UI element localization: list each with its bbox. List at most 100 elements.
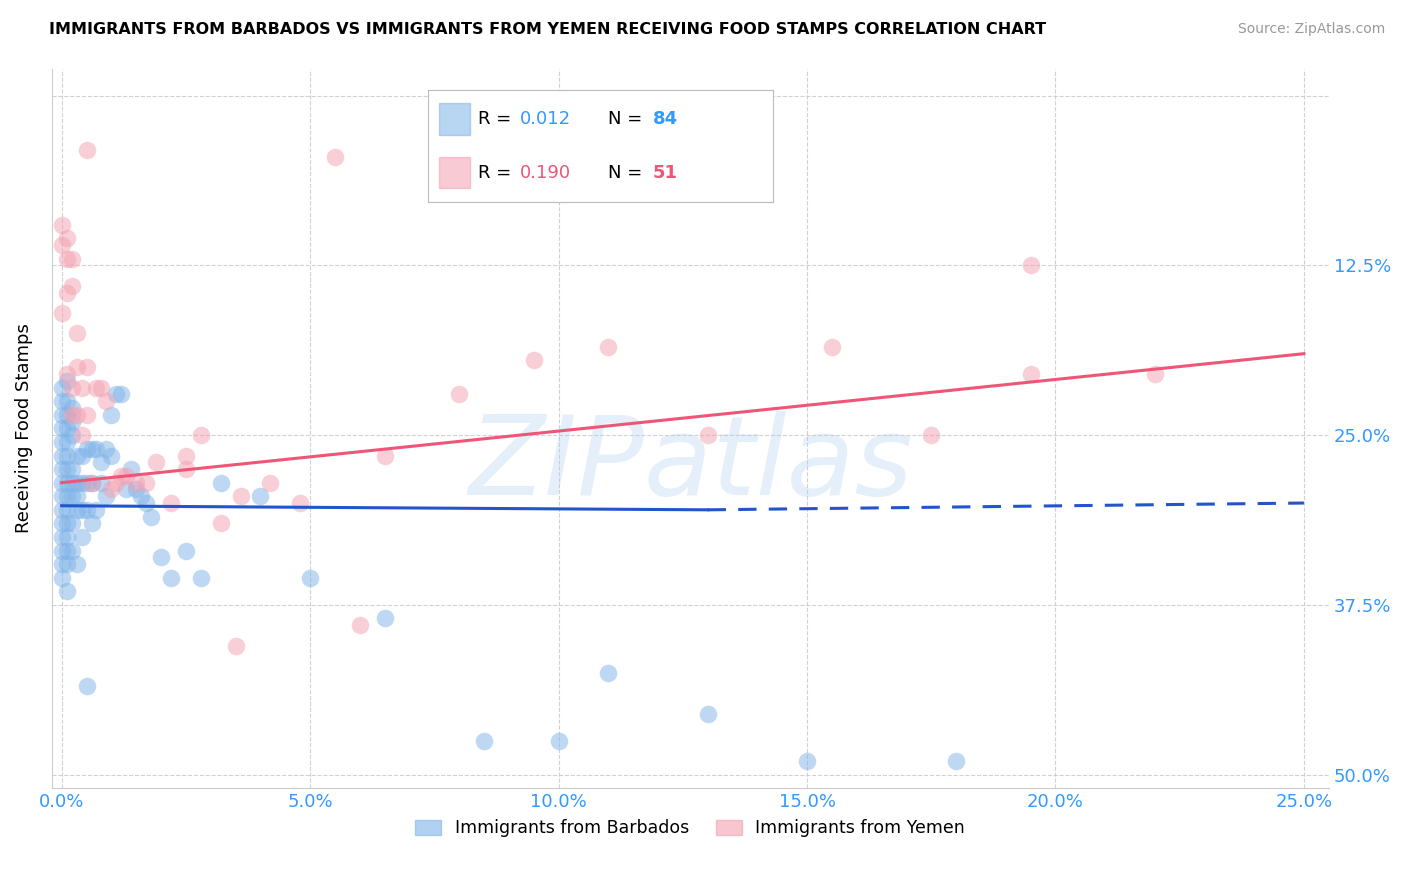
Point (90, 455, 112, 469)
Point (229, 489, 252, 503)
Point (51, 449, 73, 463)
Point (76, 143, 98, 157)
Point (55, 285, 77, 300)
Point (55, 462, 77, 476)
Point (60, 489, 83, 503)
Point (70, 503, 93, 517)
Point (76, 408, 98, 422)
Point (125, 475, 148, 490)
Point (65, 326, 87, 341)
Point (60, 543, 83, 558)
Point (65, 489, 87, 503)
Point (1019, 259, 1042, 273)
Point (80, 516, 103, 531)
Point (139, 509, 162, 524)
Point (472, 733, 495, 747)
Point (374, 611, 396, 625)
Point (1143, 367, 1166, 381)
Point (209, 475, 232, 490)
Point (449, 387, 471, 401)
Point (55, 434, 77, 449)
Point (51, 462, 73, 476)
Point (374, 449, 396, 463)
Point (209, 516, 232, 531)
Point (80, 442, 103, 456)
Point (51, 238, 73, 252)
Point (51, 218, 73, 232)
Point (190, 428, 212, 442)
Point (55, 557, 77, 571)
Point (86, 381, 108, 395)
Point (115, 468, 138, 483)
Point (60, 278, 83, 293)
Point (598, 665, 620, 680)
Point (120, 462, 142, 476)
Point (55, 421, 77, 435)
Point (249, 489, 271, 503)
Point (86, 442, 108, 456)
Point (523, 353, 546, 368)
Point (55, 584, 77, 599)
Text: Source: ZipAtlas.com: Source: ZipAtlas.com (1237, 22, 1385, 37)
Point (51, 434, 73, 449)
Point (65, 408, 87, 422)
Point (696, 706, 718, 721)
Point (70, 381, 93, 395)
Point (55, 408, 77, 422)
Point (80, 475, 103, 490)
Point (1019, 367, 1042, 381)
Point (96, 489, 118, 503)
Point (65, 503, 87, 517)
Point (598, 340, 620, 354)
Point (696, 428, 718, 442)
Point (55, 367, 77, 381)
Point (60, 401, 83, 415)
Point (55, 530, 77, 544)
Point (920, 428, 942, 442)
Point (125, 483, 148, 497)
Point (100, 483, 122, 497)
Point (96, 442, 118, 456)
Point (145, 455, 167, 469)
Point (86, 503, 108, 517)
Point (796, 754, 818, 768)
Point (821, 340, 844, 354)
Point (76, 679, 98, 693)
Point (135, 475, 157, 490)
Point (160, 496, 183, 510)
Y-axis label: Receiving Food Stamps: Receiving Food Stamps (15, 324, 32, 533)
Point (55, 231, 77, 245)
Point (65, 449, 87, 463)
Point (51, 543, 73, 558)
Point (135, 496, 157, 510)
Point (110, 468, 132, 483)
Point (76, 503, 98, 517)
Point (290, 496, 312, 510)
Point (70, 475, 93, 490)
Point (60, 408, 83, 422)
Point (76, 442, 98, 456)
Point (174, 543, 197, 558)
Point (51, 571, 73, 585)
Point (60, 516, 83, 531)
Point (76, 360, 98, 375)
Point (51, 557, 73, 571)
Text: IMMIGRANTS FROM BARBADOS VS IMMIGRANTS FROM YEMEN RECEIVING FOOD STAMPS CORRELAT: IMMIGRANTS FROM BARBADOS VS IMMIGRANTS F… (49, 22, 1046, 37)
Point (70, 428, 93, 442)
Point (105, 475, 128, 490)
Point (90, 381, 112, 395)
Point (65, 475, 87, 490)
Point (51, 503, 73, 517)
Text: ZIPatlas: ZIPatlas (468, 411, 912, 518)
Point (225, 639, 247, 653)
Point (323, 150, 346, 164)
Point (174, 449, 197, 463)
Point (110, 387, 132, 401)
Point (129, 489, 152, 503)
Point (547, 733, 569, 747)
Point (51, 475, 73, 490)
Point (60, 462, 83, 476)
Point (349, 618, 371, 632)
Point (150, 550, 173, 565)
Point (55, 489, 77, 503)
